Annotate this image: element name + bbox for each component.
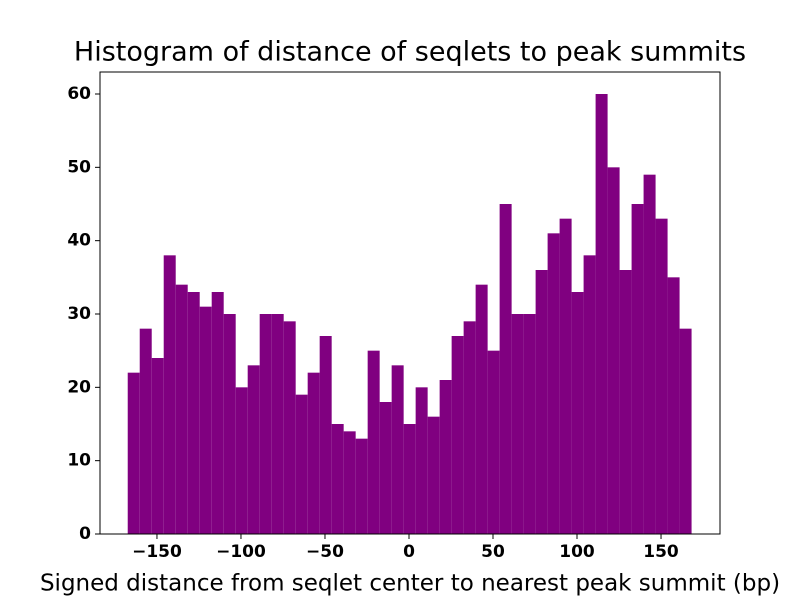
bar — [583, 255, 596, 535]
x-tick-label: 50 — [481, 542, 505, 562]
bar — [259, 314, 272, 534]
bar — [175, 284, 188, 534]
x-tick-label: 100 — [559, 542, 595, 562]
bar — [367, 350, 380, 534]
axes-frame — [99, 71, 721, 535]
bar — [223, 314, 236, 534]
bar — [607, 167, 620, 535]
bar — [595, 94, 608, 534]
bar — [415, 387, 428, 534]
bar — [379, 402, 392, 534]
bar — [295, 394, 308, 534]
bar — [427, 416, 440, 534]
x-tick-label: 0 — [403, 542, 415, 562]
x-tick-label: −50 — [306, 542, 344, 562]
bar — [559, 218, 572, 534]
bar — [547, 233, 560, 535]
bar — [319, 336, 332, 534]
bar — [631, 204, 644, 534]
bar — [499, 204, 512, 534]
y-tick-label: 60 — [67, 84, 91, 104]
bar — [151, 358, 164, 534]
bar — [307, 372, 320, 534]
chart-title: Histogram of distance of seqlets to peak… — [74, 37, 746, 68]
bar — [343, 431, 356, 534]
bar — [679, 328, 692, 534]
bar — [667, 277, 680, 534]
bar — [355, 438, 368, 534]
x-axis-label: Signed distance from seqlet center to ne… — [40, 571, 780, 597]
bar — [463, 321, 476, 534]
y-tick-label: 10 — [67, 451, 91, 471]
x-tick-label: 150 — [643, 542, 679, 562]
y-tick-label: 0 — [79, 524, 91, 544]
x-tick-label: −150 — [132, 542, 182, 562]
bar — [127, 372, 140, 534]
y-tick-label: 50 — [67, 157, 91, 177]
bar — [391, 365, 404, 534]
bar — [247, 365, 260, 534]
bar — [331, 424, 344, 534]
bar — [655, 218, 668, 534]
bar — [475, 284, 488, 534]
bar — [235, 387, 248, 534]
bar — [487, 350, 500, 534]
bar — [187, 292, 200, 534]
bar — [403, 424, 416, 534]
bar — [511, 314, 524, 534]
bar — [619, 270, 632, 534]
bar — [271, 314, 284, 534]
bar — [211, 292, 224, 534]
bar — [439, 380, 452, 534]
bar — [643, 174, 656, 534]
x-tick-label: −100 — [216, 542, 266, 562]
y-tick-label: 20 — [67, 377, 91, 397]
y-tick-label: 40 — [67, 231, 91, 251]
bar — [139, 328, 152, 534]
bar — [535, 270, 548, 534]
bar — [523, 314, 536, 534]
bar — [283, 321, 296, 534]
y-tick-label: 30 — [67, 304, 91, 324]
bar — [163, 255, 176, 535]
bar — [199, 306, 212, 534]
bar — [451, 336, 464, 534]
bar — [571, 292, 584, 534]
